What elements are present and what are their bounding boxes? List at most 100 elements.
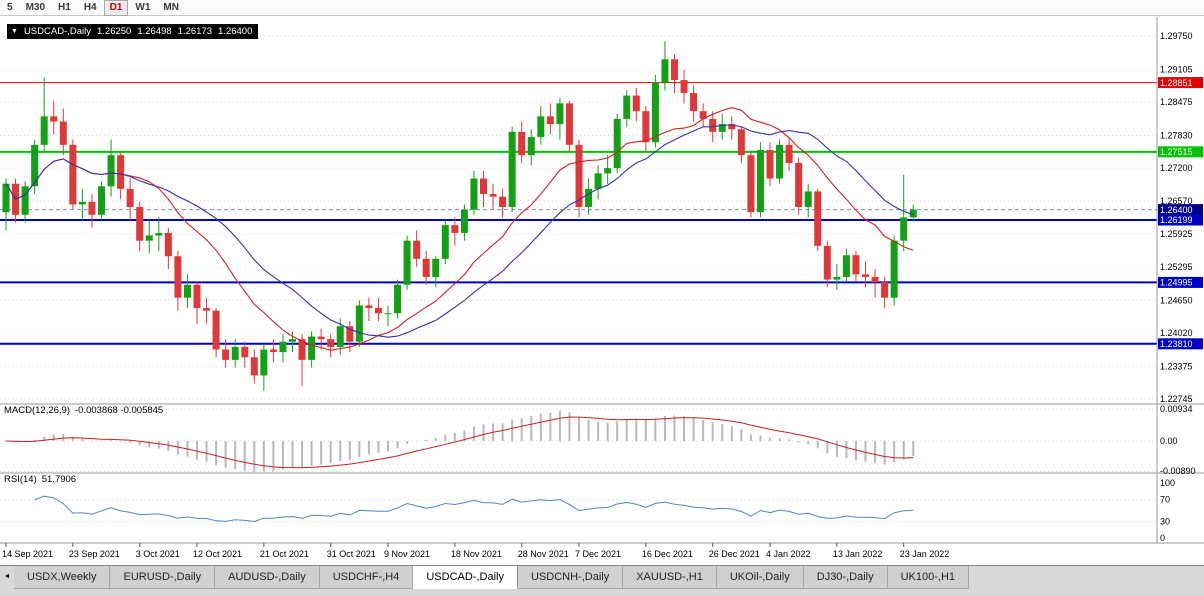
svg-text:9 Nov 2021: 9 Nov 2021 (384, 549, 430, 559)
chart-symbol-title[interactable]: ▼ USDCAD-,Daily 1.26250 1.26498 1.26173 … (7, 24, 259, 39)
svg-text:0.00934: 0.00934 (1160, 404, 1193, 414)
candles-layer[interactable] (2, 41, 917, 391)
svg-text:23 Sep 2021: 23 Sep 2021 (69, 549, 120, 559)
candle (2, 178, 10, 231)
tab-dj30-daily[interactable]: DJ30-,Daily (803, 566, 888, 589)
candle (164, 227, 172, 270)
candle (317, 328, 325, 350)
date-axis[interactable]: 14 Sep 2021 23 Sep 2021 3 Oct 2021 12 Oct 2… (2, 543, 949, 559)
candle (432, 256, 440, 288)
candle (527, 129, 535, 166)
timeframe-button-d1[interactable]: D1 (103, 0, 129, 16)
candle (355, 300, 363, 347)
candle (585, 178, 593, 215)
candle (776, 139, 784, 184)
candle (881, 276, 889, 309)
candle (842, 248, 850, 283)
candle (59, 108, 67, 156)
rsi-indicator-label: RSI(14) 51.7906 (4, 474, 76, 485)
svg-text:70: 70 (1160, 495, 1170, 505)
svg-text:1.29105: 1.29105 (1160, 64, 1193, 74)
tab-usdx-weekly[interactable]: USDX,Weekly (14, 566, 111, 589)
candle (575, 139, 583, 218)
svg-text:1.26400: 1.26400 (1160, 205, 1193, 215)
candle (604, 155, 612, 184)
svg-text:1.28475: 1.28475 (1160, 97, 1193, 107)
tab-usdchf-h4[interactable]: USDCHF-,H4 (319, 566, 414, 589)
macd-indicator-label: MACD(12,26,9) -0.003868 -0.005845 (4, 405, 163, 416)
candle (279, 333, 287, 363)
candle (413, 230, 421, 267)
candle (117, 152, 125, 200)
svg-text:1.27830: 1.27830 (1160, 130, 1193, 140)
timeframe-button-mn[interactable]: MN (163, 1, 179, 13)
candle (250, 349, 258, 384)
candle (365, 297, 373, 322)
candle (623, 90, 631, 127)
candle (174, 251, 182, 311)
candle (222, 339, 230, 368)
price-chart-canvas[interactable]: 1.29750 1.29105 1.28475 1.27830 1.27200 1.265… (0, 17, 1204, 565)
svg-text:4 Jan 2022: 4 Jan 2022 (766, 549, 811, 559)
svg-text:18 Nov 2021: 18 Nov 2021 (451, 549, 502, 559)
tab-eurusd-daily[interactable]: EURUSD-,Daily (110, 566, 216, 589)
candle (900, 174, 908, 252)
svg-text:30: 30 (1160, 517, 1170, 527)
candle (499, 188, 507, 218)
timeframe-button-w1[interactable]: W1 (135, 1, 151, 13)
tab-audusd-daily[interactable]: AUDUSD-,Daily (215, 566, 320, 589)
tab-scroll-left-icon[interactable]: ◄ (3, 573, 11, 580)
svg-text:1.26570: 1.26570 (1160, 196, 1193, 206)
tab-xauusd-h1[interactable]: XAUUSD-,H1 (623, 566, 717, 589)
candle (308, 331, 316, 368)
timeframe-button-h1[interactable]: H1 (58, 1, 71, 13)
svg-text:1.27200: 1.27200 (1160, 163, 1193, 173)
candle (384, 305, 392, 327)
candle (203, 297, 211, 324)
svg-text:1.29750: 1.29750 (1160, 31, 1193, 41)
candle (394, 279, 402, 319)
tab-ukoil-daily[interactable]: UKOil-,Daily (716, 566, 804, 589)
candle (737, 126, 745, 163)
svg-text:26 Dec 2021: 26 Dec 2021 (709, 549, 760, 559)
candle (546, 103, 554, 135)
svg-text:23 Jan 2022: 23 Jan 2022 (900, 549, 950, 559)
candle (785, 137, 793, 171)
candle (40, 77, 48, 153)
candle (651, 74, 659, 148)
tab-usdcnh-daily[interactable]: USDCNH-,Daily (517, 566, 624, 589)
candle (422, 251, 430, 285)
timeframe-toolbar: 5 M30 H1 H4 D1 W1 MN (0, 0, 1204, 16)
chevron-down-icon: ▼ (11, 28, 18, 35)
candle (50, 100, 58, 135)
candle (21, 181, 29, 223)
svg-text:0.00: 0.00 (1160, 436, 1178, 446)
candle (126, 178, 134, 220)
svg-text:1.26199: 1.26199 (1160, 215, 1193, 225)
macd-name: MACD(12,26,9) (4, 405, 70, 416)
candle (833, 264, 841, 290)
candle (537, 105, 545, 145)
candle (269, 339, 277, 363)
ma-21-line (5, 124, 914, 338)
tab-uk100-h1[interactable]: UK100-,H1 (887, 566, 970, 589)
svg-text:1.28851: 1.28851 (1160, 78, 1193, 88)
candle (728, 116, 736, 140)
ohlc-high: 1.26498 (137, 26, 172, 37)
timeframe-button-5[interactable]: 5 (7, 1, 13, 13)
svg-text:1.22745: 1.22745 (1160, 394, 1193, 404)
candle (183, 274, 191, 309)
candle (699, 103, 707, 127)
candle (460, 204, 468, 241)
candle (98, 181, 105, 220)
rsi-line (34, 495, 914, 523)
timeframe-button-h4[interactable]: H4 (83, 1, 97, 13)
candle (756, 142, 764, 218)
candle (78, 188, 86, 220)
timeframe-button-m30[interactable]: M30 (25, 1, 46, 13)
horizontal-level-lines[interactable] (0, 82, 1157, 345)
candle (642, 105, 650, 153)
price-scale[interactable]: 1.29750 1.29105 1.28475 1.27830 1.27200 1.265… (1158, 31, 1203, 543)
candle (403, 235, 411, 290)
tab-usdcad-daily[interactable]: USDCAD-,Daily (413, 566, 518, 589)
